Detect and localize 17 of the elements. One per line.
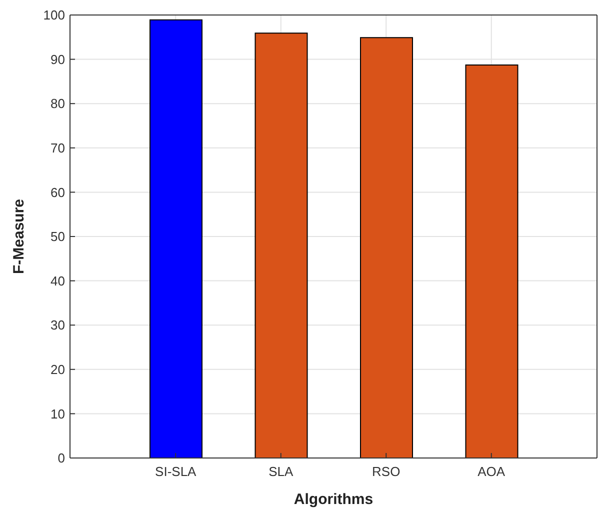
y-tick-label: 20: [50, 362, 65, 378]
y-tick-label: 60: [50, 184, 65, 200]
y-tick-label: 30: [50, 318, 65, 333]
y-tick-label: 10: [50, 406, 65, 422]
y-axis-title: F-Measure: [10, 198, 28, 274]
y-tick-label: 80: [50, 96, 65, 112]
y-tick-label: 40: [50, 273, 65, 288]
x-tick-label: SLA: [268, 464, 294, 480]
x-tick-label: SI-SLA: [155, 464, 197, 480]
y-tick-label: 70: [50, 140, 65, 156]
x-tick-label: RSO: [372, 464, 400, 480]
x-tick-label: AOA: [478, 464, 506, 480]
y-tick-label: 100: [43, 8, 65, 23]
y-tick-label: 90: [50, 52, 65, 67]
x-axis-title: Algorithms: [294, 491, 374, 508]
y-tick-label: 0: [58, 450, 65, 466]
y-tick-label: 50: [50, 229, 65, 244]
